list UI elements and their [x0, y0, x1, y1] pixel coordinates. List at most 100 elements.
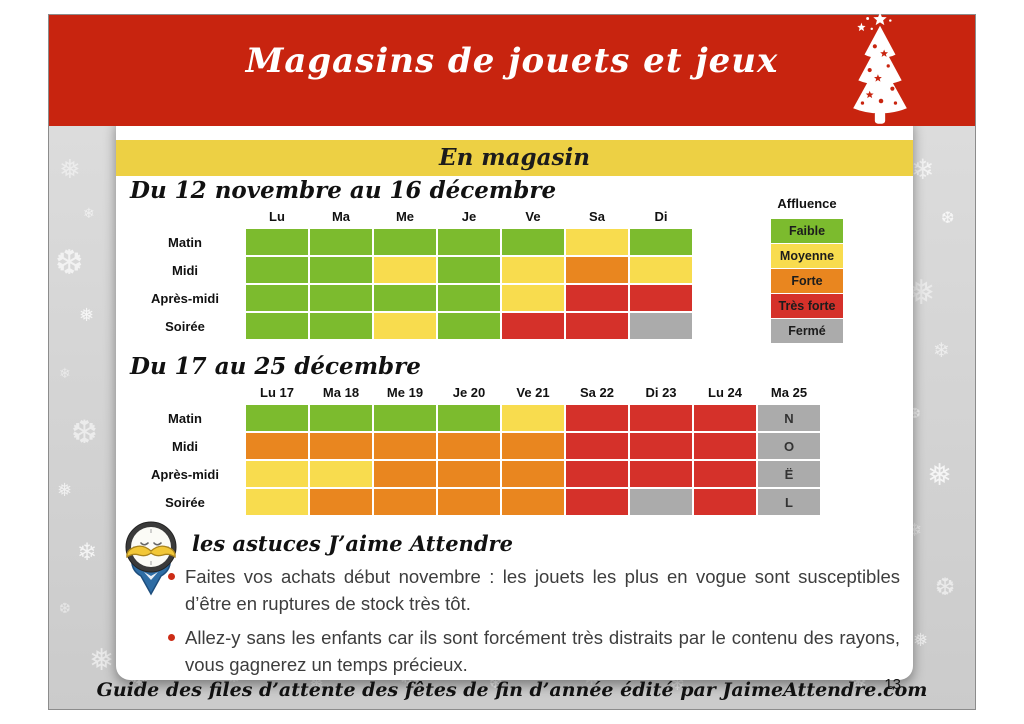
affluence-cell	[566, 461, 628, 487]
snowflake-icon: ❅	[913, 630, 929, 650]
affluence-cell	[374, 313, 436, 339]
affluence-cell	[438, 461, 500, 487]
affluence-legend: Affluence Faible Moyenne Forte Très forte Fe…	[771, 196, 843, 344]
affluence-cell: O	[758, 433, 820, 459]
affluence-cell	[630, 229, 692, 255]
affluence-cell	[566, 489, 628, 515]
affluence-cell	[374, 461, 436, 487]
affluence-cell	[374, 257, 436, 283]
snowflake-icon: ❅	[79, 305, 95, 325]
affluence-cell	[438, 285, 500, 311]
affluence-cell	[310, 257, 372, 283]
affluence-cell	[438, 405, 500, 431]
day-header: Sa	[589, 209, 605, 224]
row-label: Matin	[168, 234, 202, 250]
section-title-november: Du 12 novembre au 16 décembre	[130, 177, 557, 204]
day-header: Lu 24	[708, 385, 742, 400]
affluence-cell	[630, 257, 692, 283]
affluence-cell	[310, 313, 372, 339]
day-header: Ma 25	[770, 385, 808, 400]
snowflake-icon: ❆	[55, 244, 84, 282]
header-band: Magasins de jouets et jeux	[49, 12, 975, 126]
row-label: Midi	[172, 262, 198, 278]
day-header: Me 19	[386, 385, 424, 400]
day-header: Di	[654, 209, 668, 224]
affluence-cell	[310, 461, 372, 487]
day-header: Je 20	[452, 385, 486, 400]
affluence-cell	[502, 229, 564, 255]
day-header: Ve	[525, 209, 541, 224]
affluence-cell	[694, 489, 756, 515]
legend-item: Moyenne	[771, 244, 843, 268]
affluence-cell	[566, 433, 628, 459]
christmas-tree-icon	[847, 9, 913, 127]
affluence-cell	[246, 285, 308, 311]
slide-body: ❅❄❆❅❄❆❅❄❆❅❄❆❅❄❆❅❄❆❅❄❆❅❄❆❅❄❆❅❄ En magasin…	[49, 126, 975, 709]
day-header: Ma	[331, 209, 351, 224]
row-label: Matin	[168, 410, 202, 426]
tips-list: Faites vos achats début novembre : les j…	[168, 563, 900, 685]
affluence-cell: Ë	[758, 461, 820, 487]
legend-item: Fermé	[771, 319, 843, 343]
day-header: Lu 17	[260, 385, 294, 400]
day-header: Me	[395, 209, 415, 224]
affluence-cell	[566, 405, 628, 431]
page-title: Magasins de jouets et jeux	[245, 41, 779, 81]
snowflake-icon: ❅	[89, 644, 115, 677]
affluence-cell	[246, 257, 308, 283]
footer-text: Guide des files d’attente des fêtes de f…	[96, 679, 928, 701]
snowflake-icon: ❆	[59, 600, 71, 616]
tips-heading: les astuces J’aime Attendre	[192, 531, 513, 556]
affluence-cell	[374, 229, 436, 255]
legend-item: Forte	[771, 269, 843, 293]
affluence-cell	[438, 229, 500, 255]
tip-item: Allez-y sans les enfants car ils sont fo…	[168, 624, 900, 678]
affluence-cell	[246, 433, 308, 459]
affluence-cell: N	[758, 405, 820, 431]
affluence-cell	[502, 257, 564, 283]
affluence-cell	[438, 313, 500, 339]
tip-text: Faites vos achats début novembre : les j…	[185, 566, 900, 614]
affluence-cell	[694, 405, 756, 431]
affluence-cell	[694, 461, 756, 487]
affluence-cell	[502, 313, 564, 339]
snowflake-icon: ❄	[911, 154, 935, 185]
affluence-cell	[566, 313, 628, 339]
snowflake-icon: ❄	[83, 205, 95, 221]
bullet-icon	[168, 573, 175, 580]
affluence-cell	[246, 489, 308, 515]
snowflake-icon: ❆	[935, 574, 956, 601]
affluence-cell	[246, 405, 308, 431]
row-label: Midi	[172, 438, 198, 454]
affluence-cell	[566, 229, 628, 255]
grid-corner	[126, 209, 244, 227]
affluence-cell	[630, 313, 692, 339]
affluence-cell	[502, 285, 564, 311]
snowflake-icon: ❅	[59, 154, 81, 184]
row-label: Après-midi	[151, 290, 219, 306]
affluence-cell	[374, 285, 436, 311]
affluence-cell	[310, 229, 372, 255]
affluence-cell: L	[758, 489, 820, 515]
affluence-cell	[502, 433, 564, 459]
affluence-cell	[374, 489, 436, 515]
content-card: En magasin Du 12 novembre au 16 décembre…	[116, 126, 913, 680]
affluence-cell	[310, 433, 372, 459]
affluence-cell	[438, 489, 500, 515]
section-title-december: Du 17 au 25 décembre	[130, 353, 421, 380]
grid-corner	[126, 385, 244, 403]
snowflake-icon: ❆	[71, 414, 98, 450]
affluence-cell	[630, 461, 692, 487]
snowflake-icon: ❄	[59, 365, 71, 381]
jaime-attendre-mascot-icon	[119, 519, 183, 597]
snowflake-icon: ❆	[941, 210, 955, 227]
snowflake-icon: ❅	[927, 459, 953, 492]
day-header: Je	[461, 209, 477, 224]
affluence-cell	[502, 461, 564, 487]
affluence-cell	[374, 405, 436, 431]
tip-text: Allez-y sans les enfants car ils sont fo…	[185, 627, 900, 675]
affluence-cell	[630, 285, 692, 311]
affluence-cell	[630, 405, 692, 431]
affluence-cell	[630, 489, 692, 515]
page-number: 13	[884, 676, 901, 693]
